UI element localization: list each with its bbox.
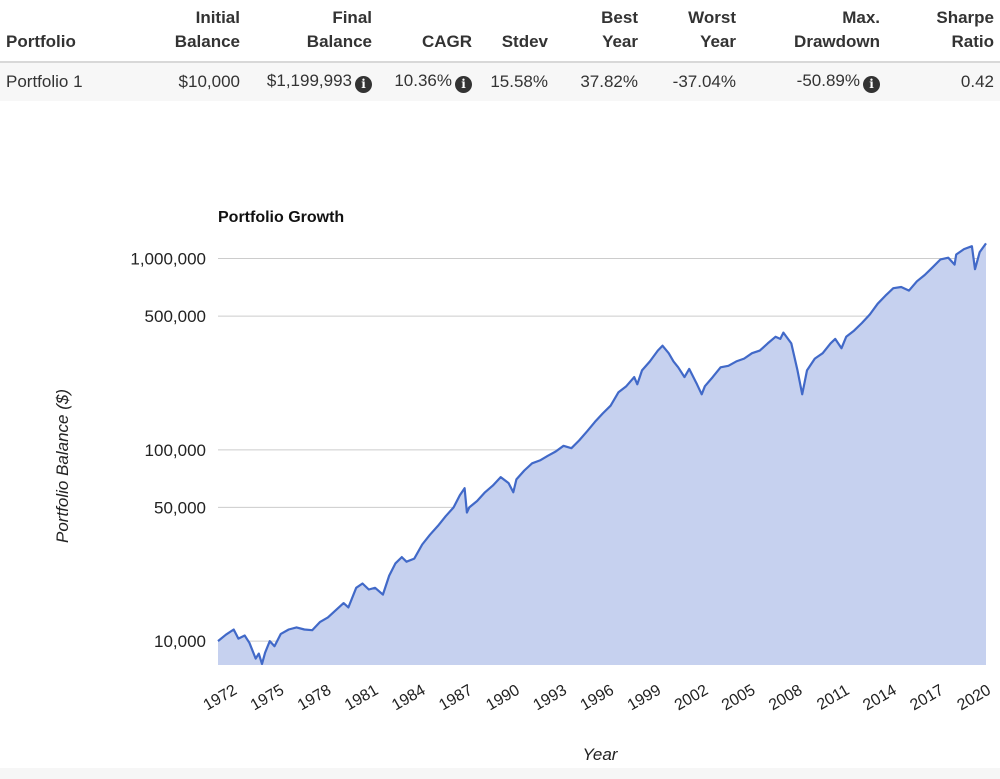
x-tick-label: 1981 (342, 682, 381, 715)
area-fill (218, 243, 986, 665)
cell-best-year: 37.82% (554, 62, 644, 101)
y-axis-ticks: 10,000 50,000 100,000 500,000 1,000,000 (130, 250, 206, 652)
y-tick-label: 500,000 (145, 307, 206, 326)
x-tick-label: 1972 (201, 682, 240, 715)
y-tick-label: 1,000,000 (130, 250, 206, 269)
cagr-value: 10.36% (394, 71, 452, 90)
info-circle-icon[interactable]: i (863, 76, 880, 93)
x-tick-label: 1993 (530, 682, 569, 715)
x-tick-label: 1990 (483, 682, 522, 715)
x-tick-label: 1984 (389, 682, 428, 715)
header-max-drawdown: Max. Drawdown (742, 0, 886, 63)
header-worst-year: Worst Year (644, 0, 742, 63)
cell-portfolio: Portfolio 1 (0, 62, 152, 101)
x-tick-label: 1975 (248, 682, 287, 715)
chart-title: Portfolio Growth (218, 209, 344, 226)
cell-worst-year: -37.04% (644, 62, 742, 101)
x-tick-label: 1996 (578, 682, 617, 715)
portfolio-growth-chart: Portfolio Growth 10,000 50,000 100,000 500,… (53, 209, 994, 764)
portfolio-row: Portfolio 1 $10,000 $1,199,993 i 10.36% i … (0, 62, 1000, 101)
chart-area (217, 242, 987, 665)
y-axis-label: Portfolio Balance ($) (53, 389, 72, 543)
x-tick-label: 2008 (766, 682, 805, 715)
y-tick-label: 100,000 (145, 441, 206, 460)
x-axis-ticks: 1972 1975 1978 1981 1984 1987 1990 1993 1996 1999… (201, 682, 994, 715)
header-initial-balance: Initial Balance (152, 0, 246, 63)
page-footer-band (0, 768, 1000, 779)
x-tick-label: 1987 (436, 682, 475, 715)
x-tick-label: 2020 (955, 682, 994, 715)
y-tick-label: 10,000 (154, 632, 206, 651)
header-final-balance: Final Balance (246, 0, 378, 63)
cell-max-drawdown: -50.89% i (742, 62, 886, 101)
x-tick-label: 1978 (295, 682, 334, 715)
cell-stdev: 15.58% (478, 62, 554, 101)
max-drawdown-value: -50.89% (796, 71, 860, 90)
x-axis-label: Year (583, 745, 619, 764)
cell-final-balance: $1,199,993 i (246, 62, 378, 101)
y-tick-label: 50,000 (154, 498, 206, 517)
x-tick-label: 2002 (672, 682, 711, 715)
x-tick-label: 2017 (907, 682, 946, 715)
summary-header-row: Portfolio Initial Balance Final Balance CA… (0, 0, 1000, 63)
info-circle-icon[interactable]: i (355, 76, 372, 93)
cell-cagr: 10.36% i (378, 62, 478, 101)
x-tick-label: 2014 (860, 682, 899, 715)
cell-initial-balance: $10,000 (152, 62, 246, 101)
header-sharpe-ratio: Sharpe Ratio (886, 0, 1000, 63)
final-balance-value: $1,199,993 (266, 71, 352, 90)
header-best-year: Best Year (554, 0, 644, 63)
header-portfolio: Portfolio (0, 0, 152, 63)
summary-table: Portfolio Initial Balance Final Balance CA… (0, 0, 1000, 101)
info-circle-icon[interactable]: i (455, 76, 472, 93)
x-tick-label: 2005 (719, 682, 758, 715)
x-tick-label: 2011 (814, 682, 852, 714)
header-cagr: CAGR (378, 0, 478, 63)
series-line (217, 242, 987, 665)
cell-sharpe-ratio: 0.42 (886, 62, 1000, 101)
header-stdev: Stdev (478, 0, 554, 63)
x-tick-label: 1999 (625, 682, 664, 715)
